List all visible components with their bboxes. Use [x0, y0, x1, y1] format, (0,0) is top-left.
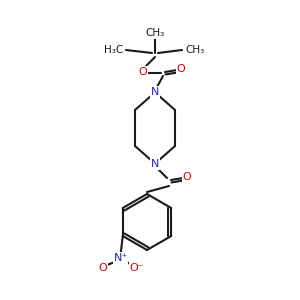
- Text: N⁺: N⁺: [114, 253, 128, 263]
- Text: O: O: [139, 67, 147, 77]
- Text: O: O: [98, 263, 107, 273]
- Text: N: N: [151, 87, 159, 97]
- Text: H₃C: H₃C: [104, 45, 123, 55]
- Text: N: N: [151, 159, 159, 169]
- Text: O: O: [183, 172, 191, 182]
- Text: CH₃: CH₃: [146, 28, 165, 38]
- Text: O⁻: O⁻: [129, 263, 144, 273]
- Text: CH₃: CH₃: [185, 45, 204, 55]
- Text: O: O: [177, 64, 185, 74]
